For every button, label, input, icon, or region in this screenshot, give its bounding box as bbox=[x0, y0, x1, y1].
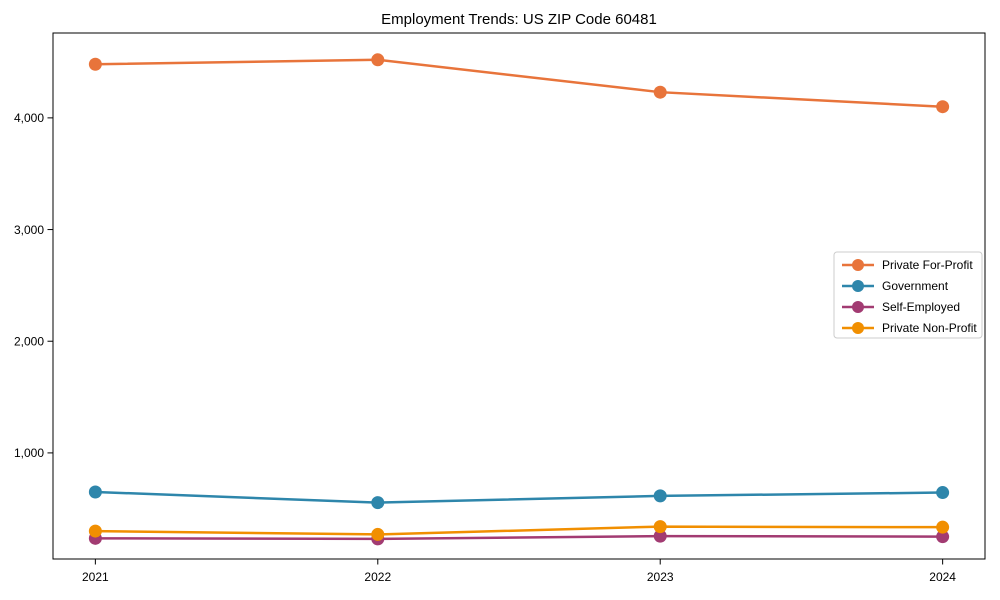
data-point-private-non-profit-2024 bbox=[936, 520, 950, 534]
y-tick-label: 4,000 bbox=[14, 111, 44, 125]
legend-box bbox=[833, 251, 983, 339]
legend-marker-dot bbox=[852, 301, 864, 313]
series-line-government bbox=[95, 490, 943, 504]
data-point-self-employed-2024 bbox=[936, 530, 950, 544]
data-point-government-2022 bbox=[371, 496, 385, 510]
series-line-private-for-profit bbox=[95, 58, 943, 108]
plot-area: 1,000 2,000 3,000 4,000 2021 2022 2023 2024 Priv… bbox=[14, 32, 986, 584]
data-point-private-for-profit-2024 bbox=[936, 100, 950, 114]
data-point-government-2024 bbox=[936, 486, 950, 500]
data-point-private-non-profit-2022 bbox=[371, 527, 385, 541]
y-tick-label: 2,000 bbox=[14, 334, 44, 348]
series-line-private-non-profit bbox=[95, 525, 943, 536]
legend-label: Private Non-Profit bbox=[882, 321, 977, 335]
data-point-private-for-profit-2023 bbox=[653, 85, 667, 99]
legend-label: Private For-Profit bbox=[882, 258, 973, 272]
data-point-private-non-profit-2021 bbox=[88, 524, 102, 538]
legend-marker-dot bbox=[852, 322, 864, 334]
y-tick-label: 3,000 bbox=[14, 223, 44, 237]
legend-marker-dot bbox=[852, 259, 864, 271]
data-point-self-employed-2023 bbox=[653, 529, 667, 543]
legend-label: Self-Employed bbox=[882, 300, 960, 314]
series-line-self-employed bbox=[95, 534, 943, 541]
data-point-private-for-profit-2022 bbox=[371, 53, 385, 67]
data-point-private-for-profit-2021 bbox=[88, 57, 102, 71]
y-tick-label: 1,000 bbox=[14, 446, 44, 460]
data-point-government-2021 bbox=[88, 485, 102, 499]
data-point-government-2023 bbox=[653, 489, 667, 503]
x-tick-label: 2023 bbox=[647, 570, 674, 584]
chart-title: Employment Trends: US ZIP Code 60481 bbox=[381, 11, 657, 28]
x-tick-label: 2024 bbox=[929, 570, 956, 584]
x-tick-label: 2022 bbox=[364, 570, 391, 584]
x-tick-label: 2021 bbox=[82, 570, 109, 584]
legend-label: Government bbox=[882, 279, 949, 293]
data-point-private-non-profit-2023 bbox=[653, 520, 667, 534]
legend-marker-dot bbox=[852, 280, 864, 292]
plot-frame bbox=[52, 32, 986, 560]
